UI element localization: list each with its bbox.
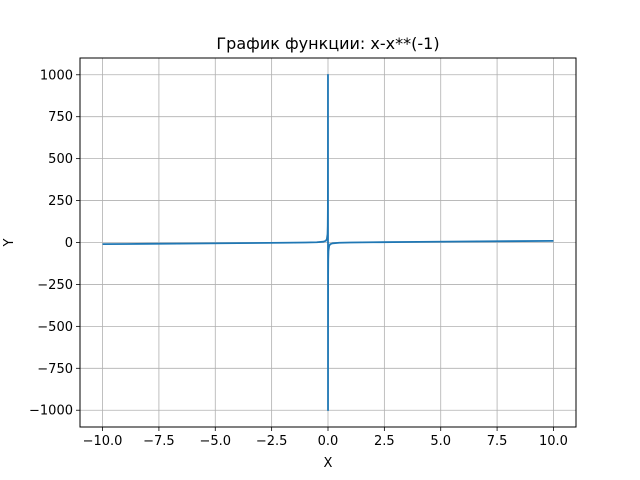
x-tick-label: −2.5: [256, 434, 288, 449]
x-tick-label: 5.0: [430, 434, 451, 449]
series-line: [102, 73, 554, 412]
y-tick-label: −250: [37, 278, 73, 293]
y-tick-label: −1000: [29, 404, 73, 419]
x-tick-label: 10.0: [539, 434, 568, 449]
y-tick-label: 0: [65, 236, 73, 251]
y-tick-label: 1000: [40, 68, 73, 83]
x-tick-label: −5.0: [199, 434, 231, 449]
plot-area: [102, 73, 554, 412]
y-tick-label: 500: [48, 152, 73, 167]
x-tick-label: −10.0: [83, 434, 123, 449]
y-tick-label: 750: [48, 110, 73, 125]
y-tick-label: 250: [48, 194, 73, 209]
chart-title: График функции: x-x**(-1): [216, 34, 439, 53]
x-tick-label: −7.5: [143, 434, 175, 449]
x-axis-label: X: [324, 456, 333, 471]
x-tick-label: 7.5: [487, 434, 508, 449]
y-axis-label: Y: [2, 238, 17, 247]
x-tick-label: 0.0: [318, 434, 339, 449]
y-tick-label: −750: [37, 362, 73, 377]
y-tick-label: −500: [37, 320, 73, 335]
ticks: −10.0 −7.5 −5.0 −2.5 0.0 2.5 5.0 7.5 10.0 −1000 −7…: [29, 68, 568, 449]
x-tick-label: 2.5: [374, 434, 395, 449]
